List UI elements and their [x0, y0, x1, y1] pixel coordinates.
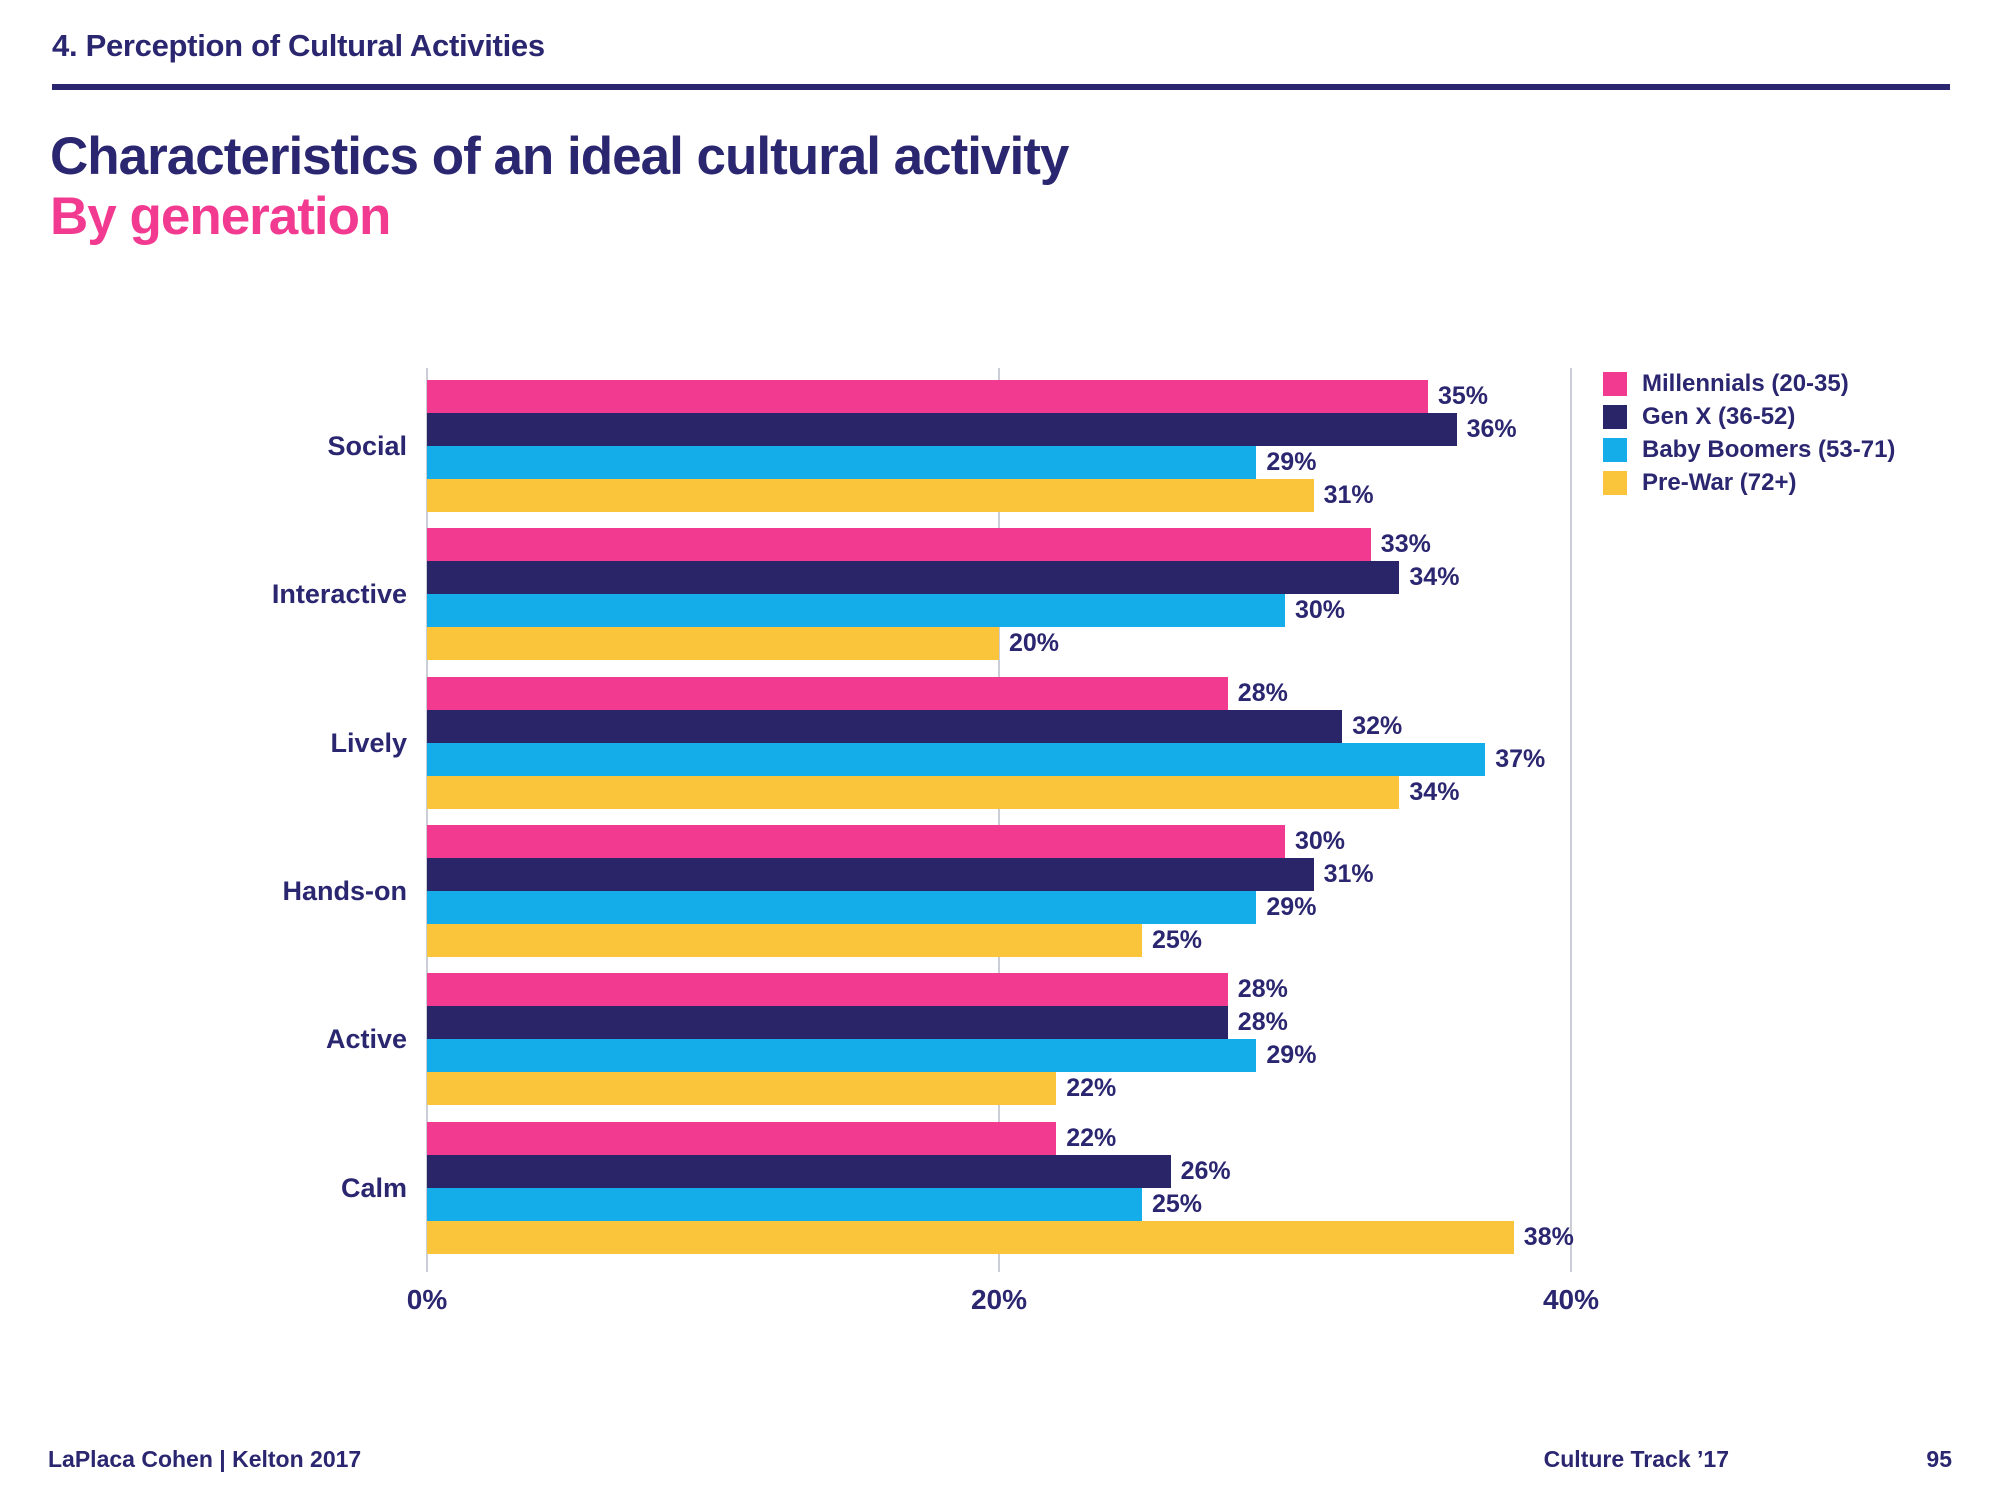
bar-social-pre-war — [427, 479, 1314, 512]
legend-swatch-icon — [1603, 438, 1627, 462]
bar-interactive-millennials — [427, 528, 1371, 562]
category-label-interactive: Interactive — [271, 579, 407, 610]
bar-active-millennials — [427, 973, 1228, 1007]
legend-swatch-icon — [1603, 471, 1627, 495]
bar-value-label: 28% — [1237, 1008, 1288, 1037]
bar-value-label: 26% — [1180, 1156, 1231, 1185]
bar-interactive-gen — [427, 561, 1400, 595]
bar-value-label: 22% — [1066, 1123, 1117, 1152]
bar-value-label: 28% — [1237, 975, 1288, 1004]
page-number: 95 — [1926, 1446, 1952, 1472]
bar-active-pre-war — [427, 1072, 1057, 1106]
page-subtitle: By generation — [50, 187, 391, 246]
legend-item: Baby Boomers (53-71) — [1603, 436, 1896, 463]
bar-value-label: 37% — [1495, 744, 1546, 773]
bar-hands-on-baby — [427, 891, 1257, 924]
bar-social-baby — [427, 446, 1257, 479]
bar-value-label: 25% — [1152, 926, 1203, 954]
bar-value-label: 31% — [1323, 860, 1374, 888]
x-tick-label: 20% — [970, 1284, 1028, 1315]
category-axis: Social Interactive Lively Hands-on Active Cal… — [0, 368, 407, 1258]
bar-interactive-pre-war — [427, 627, 999, 661]
bar-active-baby — [427, 1039, 1257, 1073]
bar-value-label: 30% — [1295, 827, 1346, 855]
bar-value-label: 36% — [1466, 415, 1517, 443]
legend-label: Baby Boomers (53-71) — [1642, 436, 1896, 463]
gridline-20% — [998, 368, 1000, 1272]
bar-value-label: 38% — [1523, 1222, 1574, 1251]
bar-social-millennials — [427, 380, 1428, 413]
header-rule — [52, 84, 1950, 90]
bar-calm-pre-war — [427, 1220, 1514, 1254]
bar-hands-on-millennials — [427, 825, 1285, 858]
page-title: Characteristics of an ideal cultural act… — [50, 127, 1069, 186]
bar-value-label: 30% — [1295, 596, 1346, 625]
bar-calm-millennials — [427, 1121, 1057, 1155]
bar-lively-millennials — [427, 676, 1228, 710]
bar-hands-on-gen — [427, 858, 1314, 891]
legend-label: Pre-War (72+) — [1642, 469, 1797, 496]
legend-item: Pre-War (72+) — [1603, 469, 1895, 496]
x-tick-label: 0% — [406, 1284, 448, 1315]
bar-value-label: 20% — [1009, 629, 1060, 658]
footer-source: LaPlaca Cohen | Kelton 2017 — [48, 1446, 362, 1472]
bar-value-label: 34% — [1409, 563, 1460, 592]
bar-value-label: 35% — [1438, 382, 1489, 410]
bar-value-label: 29% — [1266, 893, 1317, 921]
bar-value-label: 32% — [1352, 711, 1403, 740]
bar-calm-gen — [427, 1154, 1171, 1188]
bar-hands-on-pre-war — [427, 924, 1142, 957]
legend-swatch-icon — [1603, 405, 1627, 429]
gridline-0% — [426, 368, 428, 1272]
legend-item: Millennials (20-35) — [1603, 370, 1895, 397]
chart-legend: Millennials (20-35) Gen X (36-52) Baby Boo… — [1603, 370, 1896, 504]
category-label-active: Active — [325, 1024, 407, 1055]
bar-value-label: 31% — [1323, 481, 1374, 509]
bar-value-label: 33% — [1380, 530, 1431, 559]
category-label-calm: Calm — [340, 1172, 407, 1203]
category-label-lively: Lively — [330, 727, 407, 758]
bar-value-label: 29% — [1266, 448, 1317, 476]
bar-lively-baby — [427, 742, 1486, 776]
bar-value-label: 29% — [1266, 1041, 1317, 1070]
bar-lively-pre-war — [427, 775, 1400, 809]
legend-label: Millennials (20-35) — [1642, 370, 1849, 397]
bar-value-label: 34% — [1409, 777, 1460, 806]
bar-value-label: 28% — [1237, 678, 1288, 707]
bar-interactive-baby — [427, 594, 1285, 628]
bar-social-gen — [427, 413, 1457, 446]
section-header: 4. Perception of Cultural Activities — [52, 28, 545, 63]
footer-title: Culture Track ’17 — [1543, 1446, 1729, 1472]
category-label-hands-on: Hands-on — [282, 876, 408, 906]
gridline-40% — [1570, 368, 1572, 1272]
legend-label: Gen X (36-52) — [1642, 403, 1796, 430]
x-tick-label: 40% — [1542, 1284, 1600, 1315]
category-label-social: Social — [327, 431, 407, 461]
bar-chart-plot: 0% 20% 40% 35% 36% 29% 31% 33% 34% 30% 20% 28% 32% 37… — [407, 368, 1599, 1315]
legend-item: Gen X (36-52) — [1603, 403, 1895, 430]
bar-lively-gen — [427, 709, 1343, 743]
bar-active-gen — [427, 1006, 1228, 1040]
legend-swatch-icon — [1603, 372, 1627, 396]
bar-value-label: 22% — [1066, 1074, 1117, 1103]
bar-calm-baby — [427, 1187, 1142, 1221]
bar-value-label: 25% — [1152, 1189, 1203, 1218]
